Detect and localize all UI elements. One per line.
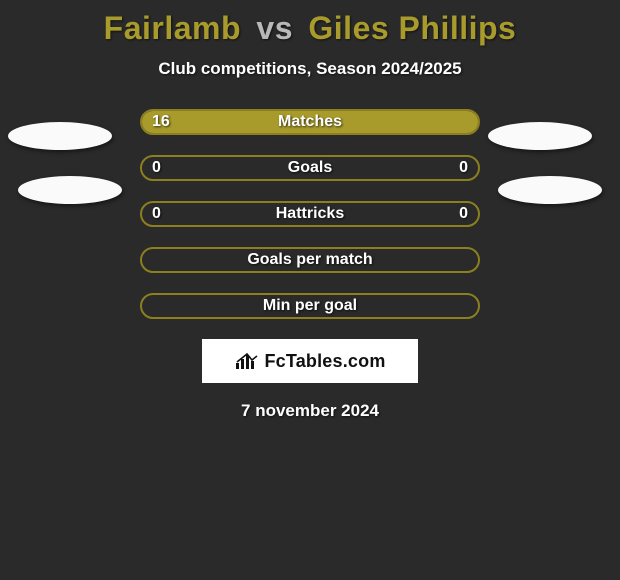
stat-row: Matches16	[0, 109, 620, 135]
stat-bar-track	[140, 155, 480, 181]
player1-name: Fairlamb	[104, 10, 241, 46]
logo: FcTables.com	[234, 351, 385, 372]
stat-bar-track	[140, 201, 480, 227]
stat-bar-track	[140, 293, 480, 319]
stat-bar-track	[140, 247, 480, 273]
stat-row: Goals per match	[0, 247, 620, 273]
stat-row: Goals00	[0, 155, 620, 181]
logo-box: FcTables.com	[202, 339, 418, 383]
page-title: Fairlamb vs Giles Phillips	[0, 0, 620, 47]
stat-bar-fill-left	[142, 111, 478, 133]
vs-text: vs	[256, 10, 293, 46]
player2-name: Giles Phillips	[308, 10, 516, 46]
stat-row: Hattricks00	[0, 201, 620, 227]
stat-bar-track	[140, 109, 480, 135]
chart-icon	[234, 351, 260, 371]
stat-row: Min per goal	[0, 293, 620, 319]
subtitle: Club competitions, Season 2024/2025	[0, 59, 620, 79]
comparison-infographic: Fairlamb vs Giles Phillips Club competit…	[0, 0, 620, 580]
logo-text: FcTables.com	[264, 351, 385, 372]
date-text: 7 november 2024	[0, 401, 620, 421]
